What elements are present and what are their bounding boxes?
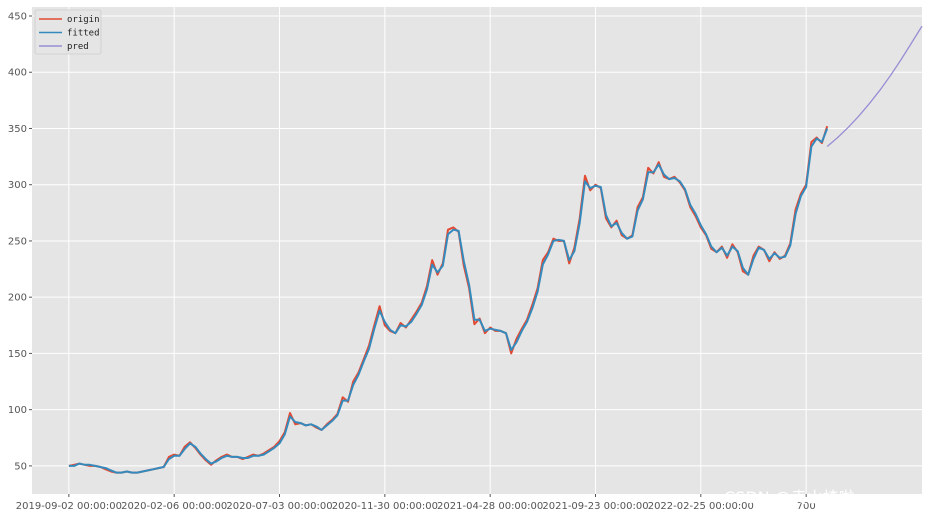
grid-lines: [32, 7, 922, 494]
y-tick-label: 100: [8, 405, 27, 416]
legend: origin fitted pred: [34, 9, 102, 55]
y-tick-label: 400: [8, 68, 27, 79]
x-axis-ticks: 2019-09-02 00:00:00 2020-02-06 00:00:00 20…: [16, 494, 816, 512]
plot-area: [32, 7, 922, 494]
x-tick-label: 2020-11-30 00:00:00: [332, 501, 438, 512]
y-tick-label: 200: [8, 293, 27, 304]
x-tick-label: 2020-02-06 00:00:00: [121, 501, 227, 512]
y-tick-label: 450: [8, 11, 27, 22]
y-tick-label: 50: [14, 461, 27, 472]
y-tick-label: 350: [8, 124, 27, 135]
y-tick-label: 150: [8, 349, 27, 360]
y-tick-label: 300: [8, 180, 27, 191]
y-tick-label: 250: [8, 236, 27, 247]
x-tick-label: 700: [797, 501, 816, 512]
series-fitted-line: [68, 128, 829, 474]
x-tick-label: 2022-02-25 00:00:00: [648, 501, 754, 512]
x-tick-label: 2021-09-23 00:00:00: [542, 501, 648, 512]
legend-label-pred: pred: [67, 42, 89, 52]
watermark-text: CSDN @卖山楂啦prss: [724, 488, 888, 507]
y-axis-ticks: 50 100 150 200 250 300 350 400 450: [8, 11, 32, 472]
series-lines: [68, 25, 923, 474]
legend-label-fitted: fitted: [67, 29, 100, 39]
x-tick-label: 2020-07-03 00:00:00: [226, 501, 332, 512]
x-tick-label: 2021-04-28 00:00:00: [437, 501, 543, 512]
legend-box: [34, 9, 102, 55]
series-pred-line: [826, 25, 923, 147]
x-tick-label: 2019-09-02 00:00:00: [16, 501, 122, 512]
legend-label-origin: origin: [67, 15, 100, 25]
